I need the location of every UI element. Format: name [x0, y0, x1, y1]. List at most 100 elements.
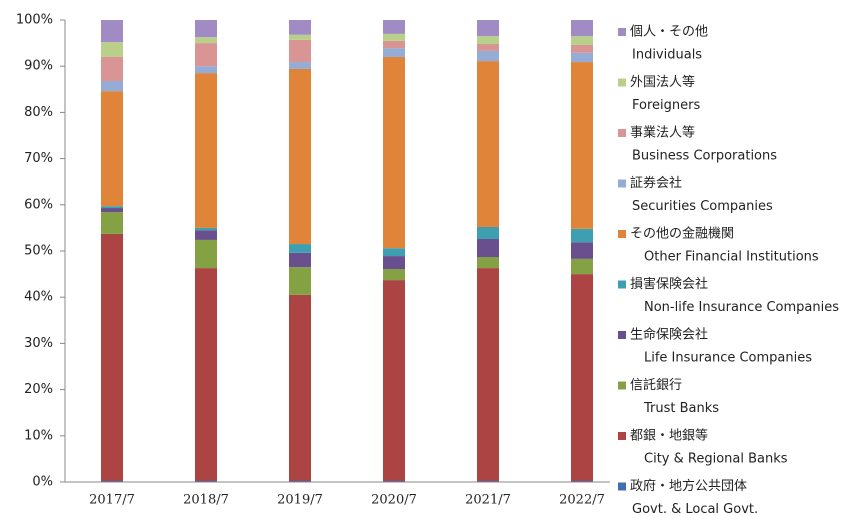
bar-segment — [571, 258, 593, 275]
y-tick-label: 60% — [24, 197, 53, 212]
bar-segment — [571, 20, 593, 37]
bar-segment — [195, 481, 217, 482]
bar-segment — [195, 37, 217, 44]
bar-segment — [289, 267, 311, 295]
x-tick-label: 2021/7 — [465, 493, 511, 508]
legend-label-en: Govt. & Local Govt. — [632, 502, 758, 516]
bar-segment — [289, 34, 311, 40]
legend-swatch — [618, 280, 626, 289]
legend-swatch — [618, 482, 626, 491]
legend-label-en: Foreigners — [632, 98, 700, 113]
bar-segment — [383, 481, 405, 482]
bar-segment — [289, 62, 311, 69]
bar-segment — [289, 39, 311, 63]
bar-segment — [477, 268, 499, 482]
bar-segment — [383, 269, 405, 281]
y-tick-label: 100% — [16, 13, 53, 28]
bar-segment — [383, 280, 405, 482]
bar-segment — [101, 206, 123, 209]
x-tick-label: 2018/7 — [183, 493, 229, 508]
bar-segment — [101, 208, 123, 213]
bar-segment — [571, 36, 593, 45]
bar-segment — [477, 257, 499, 269]
legend-label-en: Business Corporations — [632, 149, 777, 164]
bar-segment — [289, 244, 311, 253]
bar-segment — [383, 256, 405, 270]
bar-segment — [195, 73, 217, 228]
bar-segment — [383, 33, 405, 41]
bar-segment — [383, 20, 405, 34]
bar-segment — [571, 481, 593, 482]
bar-segment — [477, 226, 499, 239]
bar-segment — [571, 274, 593, 482]
y-tick-label: 90% — [24, 59, 53, 74]
bar-segment — [571, 62, 593, 229]
legend-label-en: City & Regional Banks — [644, 452, 788, 467]
legend-label: 都銀・地銀等 — [630, 428, 708, 444]
legend-swatch — [618, 432, 626, 440]
legend-label: 政府・地方公共団体 — [630, 478, 747, 494]
legend-label-en: Individuals — [632, 48, 702, 63]
bar-segment — [101, 91, 123, 207]
legend-label: 信託銀行 — [630, 377, 682, 393]
bar-segment — [101, 56, 123, 81]
legend-swatch — [618, 331, 626, 339]
bar-segment — [195, 43, 217, 67]
y-tick-label: 50% — [24, 244, 53, 259]
y-tick-label: 0% — [32, 475, 53, 490]
bar-segment — [101, 20, 123, 43]
legend-label: 損害保険会社 — [630, 276, 708, 292]
legend-swatch — [618, 129, 626, 137]
legend-swatch — [618, 179, 626, 188]
bar-segment — [195, 230, 217, 240]
x-tick-label: 2019/7 — [277, 493, 323, 508]
bar-segment — [195, 20, 217, 38]
bar-segment — [571, 44, 593, 53]
legend-label-en: Securities Companies — [632, 199, 773, 214]
y-tick-label: 30% — [24, 336, 53, 351]
bar-segment — [383, 56, 405, 249]
bar-segment — [195, 66, 217, 74]
legend-swatch — [618, 28, 626, 36]
bar-segment — [101, 42, 123, 57]
bar-segment — [289, 252, 311, 268]
y-tick-label: 80% — [24, 105, 53, 120]
legend-label-en: Non-life Insurance Companies — [644, 300, 839, 315]
bar-segment — [101, 481, 123, 482]
bar-segment — [289, 294, 311, 482]
bar-segment — [289, 481, 311, 482]
bar-segment — [195, 239, 217, 269]
legend-label: 個人・その他 — [630, 25, 708, 40]
x-tick-label: 2022/7 — [559, 493, 605, 508]
bar-segment — [101, 80, 123, 92]
bar-segment — [477, 20, 499, 37]
bar-segment — [383, 48, 405, 57]
x-tick-label: 2020/7 — [371, 493, 417, 508]
y-tick-label: 70% — [24, 151, 53, 166]
bar-segment — [477, 238, 499, 258]
bar-segment — [571, 228, 593, 243]
legend-label: その他の金融機関 — [630, 226, 734, 242]
bar-segment — [101, 233, 123, 482]
bar-segment — [289, 68, 311, 245]
legend-swatch — [618, 230, 626, 238]
bar-segment — [195, 227, 217, 231]
bar-segment — [383, 248, 405, 257]
bar-segment — [571, 52, 593, 63]
bar-segment — [101, 212, 123, 234]
legend-label-en: Trust Banks — [643, 401, 719, 416]
y-tick-label: 20% — [24, 382, 53, 397]
bar-segment — [571, 242, 593, 259]
bar-segment — [477, 50, 499, 62]
legend-label: 生命保険会社 — [630, 327, 708, 343]
bar-segment — [383, 40, 405, 49]
legend-label: 事業法人等 — [630, 125, 695, 141]
x-tick-label: 2017/7 — [89, 493, 135, 508]
legend-label-en: Other Financial Institutions — [644, 250, 819, 265]
y-tick-label: 40% — [24, 290, 53, 305]
bar-segment — [289, 20, 311, 35]
legend-label: 外国法人等 — [630, 74, 695, 90]
legend-swatch — [618, 381, 626, 390]
y-tick-label: 10% — [24, 428, 53, 443]
